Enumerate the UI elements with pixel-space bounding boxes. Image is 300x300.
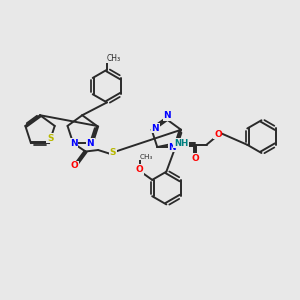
Text: O: O [214, 130, 222, 139]
Text: N: N [163, 111, 171, 120]
Text: CH₃: CH₃ [139, 154, 153, 160]
Text: S: S [47, 134, 53, 142]
Text: NH: NH [174, 139, 188, 148]
Text: O: O [136, 165, 143, 174]
Text: O: O [70, 161, 78, 170]
Text: N: N [152, 124, 159, 133]
Text: O: O [191, 154, 199, 163]
Text: N: N [70, 139, 78, 148]
Text: CH₃: CH₃ [106, 54, 121, 63]
Text: N: N [168, 142, 176, 152]
Text: S: S [110, 148, 116, 158]
Text: N: N [87, 139, 94, 148]
